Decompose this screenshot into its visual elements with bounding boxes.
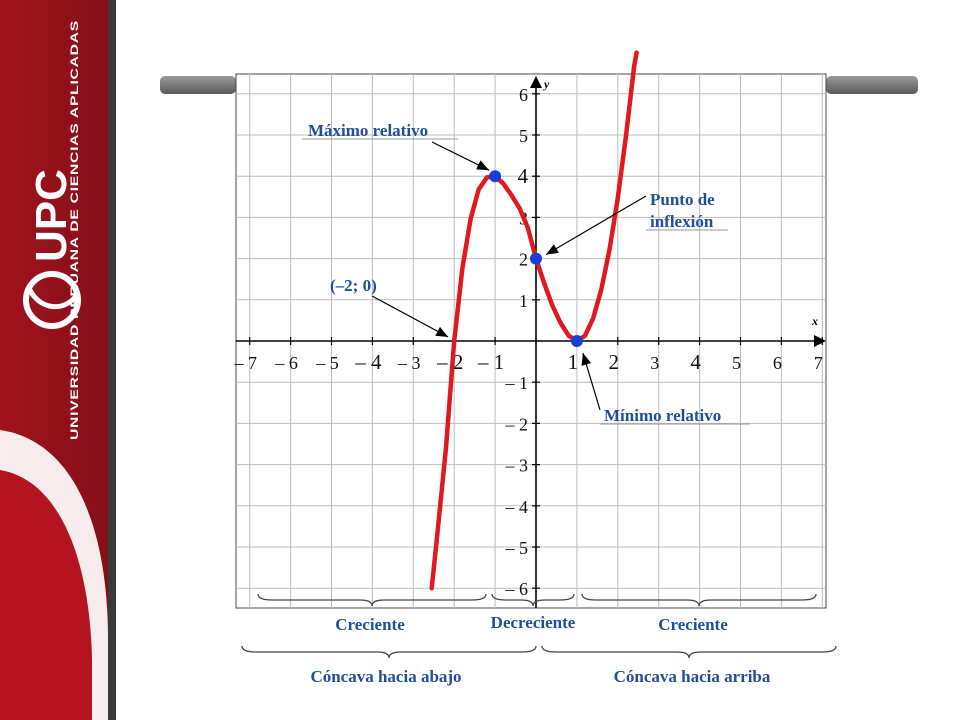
y-tick-label: 5 [519, 126, 528, 146]
brace-concave-down [241, 645, 537, 659]
y-axis-label: y [542, 77, 550, 91]
annotation-arrows [302, 138, 750, 425]
brace-concave-up [541, 645, 837, 659]
special-point-marker [489, 170, 502, 183]
grid [236, 74, 826, 608]
x-axis-arrow [814, 335, 826, 347]
x-tick-label: 3 [650, 353, 659, 373]
x-tick-label: – 7 [233, 353, 257, 373]
y-tick-label: – 5 [505, 538, 529, 558]
x-tick-label: 1 [568, 350, 579, 374]
x-tick-label: 2 [609, 350, 620, 374]
y-tick-label: – 4 [505, 497, 529, 517]
min-arrow-head [581, 353, 592, 366]
x-tick-label: – 1 [477, 350, 504, 374]
special-points [489, 170, 583, 347]
y-axis-arrow [530, 76, 542, 88]
y-tick-label: 4 [518, 164, 529, 188]
x-tick-label: 5 [732, 353, 741, 373]
inflection-arrow-head [546, 244, 559, 255]
inflection-label-line-2: inflexión [650, 212, 714, 231]
y-tick-label: – 1 [505, 373, 529, 393]
special-point-marker [530, 252, 542, 265]
inflection-arrow [545, 195, 647, 256]
concavity-label-up: Cóncava hacia arriba [614, 667, 771, 686]
x-tick-label: 6 [773, 353, 782, 373]
title-bar [160, 76, 918, 94]
interval-label-increasing-2: Creciente [658, 615, 728, 634]
min-label: Mínimo relativo [604, 406, 721, 425]
y-tick-label: 2 [519, 250, 528, 270]
x-tick-label: – 4 [354, 350, 382, 374]
sidebar-swoosh-inner [0, 470, 92, 720]
upc-logo: UPC Universidad Peruana de Ciencias Apli… [23, 20, 81, 440]
sidebar-edge [108, 0, 116, 720]
brand-text: UPC [27, 169, 76, 262]
x-tick-label: – 5 [315, 353, 339, 373]
title-bar-right [826, 76, 918, 94]
y-tick-label: – 2 [505, 414, 529, 434]
zero-label: (–2; 0) [330, 276, 377, 295]
university-name: Universidad Peruana de Ciencias Aplicada… [69, 20, 81, 440]
interval-braces [241, 593, 837, 659]
max-label: Máximo relativo [308, 121, 428, 140]
zero-arrow-head [435, 326, 449, 337]
zero-arrow [371, 295, 449, 338]
max-arrow-head [476, 160, 490, 171]
inflection-label-line-1: Punto de [650, 190, 715, 209]
x-tick-label: – 6 [274, 353, 298, 373]
interval-label-increasing-1: Creciente [335, 615, 405, 634]
x-tick-label: – 2 [436, 350, 463, 374]
y-tick-label: – 6 [505, 579, 529, 599]
y-tick-label: 6 [519, 85, 528, 105]
x-axis-label: x [811, 314, 818, 328]
y-tick-label: – 3 [505, 456, 529, 476]
concavity-label-down: Cóncava hacia abajo [310, 667, 461, 686]
x-tick-label: – 3 [397, 353, 421, 373]
title-bar-left [160, 76, 236, 94]
special-point-marker [570, 335, 583, 347]
brace-increasing-2 [581, 593, 817, 607]
brace-increasing-1 [257, 593, 487, 607]
interval-label-decreasing: Decreciente [491, 613, 576, 632]
inflection-label: Punto de inflexión [650, 190, 719, 231]
x-tick-label: 7 [814, 353, 823, 373]
x-tick-label: 4 [690, 350, 701, 374]
brand-sidebar: UPC Universidad Peruana de Ciencias Apli… [0, 0, 116, 720]
axes: xy [236, 76, 826, 608]
brace-decreasing [491, 593, 575, 607]
y-tick-label: 1 [519, 291, 528, 311]
